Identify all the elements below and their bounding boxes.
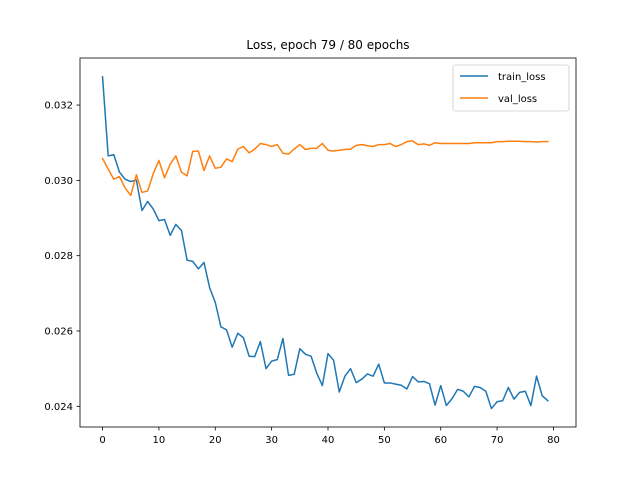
y-tick-label: 0.028	[44, 251, 73, 262]
series-line-train_loss	[101, 76, 549, 410]
x-tick-label: 0	[99, 435, 105, 446]
x-tick-label: 70	[491, 435, 504, 446]
x-tick-label: 80	[547, 435, 560, 446]
x-tick-label: 60	[434, 435, 447, 446]
x-tick-label: 20	[209, 435, 222, 446]
legend-label-val_loss: val_loss	[498, 94, 537, 105]
legend-label-train_loss: train_loss	[498, 72, 546, 83]
x-tick-label: 40	[322, 435, 335, 446]
y-tick-label: 0.030	[44, 176, 73, 187]
chart-title: Loss, epoch 79 / 80 epochs	[246, 38, 409, 52]
y-tick-label: 0.024	[44, 402, 73, 413]
x-tick-label: 30	[265, 435, 278, 446]
series-line-val_loss	[101, 140, 549, 197]
y-tick-label: 0.032	[44, 101, 73, 112]
x-tick-label: 10	[153, 435, 166, 446]
x-tick-label: 50	[378, 435, 391, 446]
plot-area: 0 10 20 30 40 50 60 70 80 0.024 0.026 0.028 0.030 0.0…	[44, 57, 577, 446]
y-tick-label: 0.026	[44, 326, 73, 337]
